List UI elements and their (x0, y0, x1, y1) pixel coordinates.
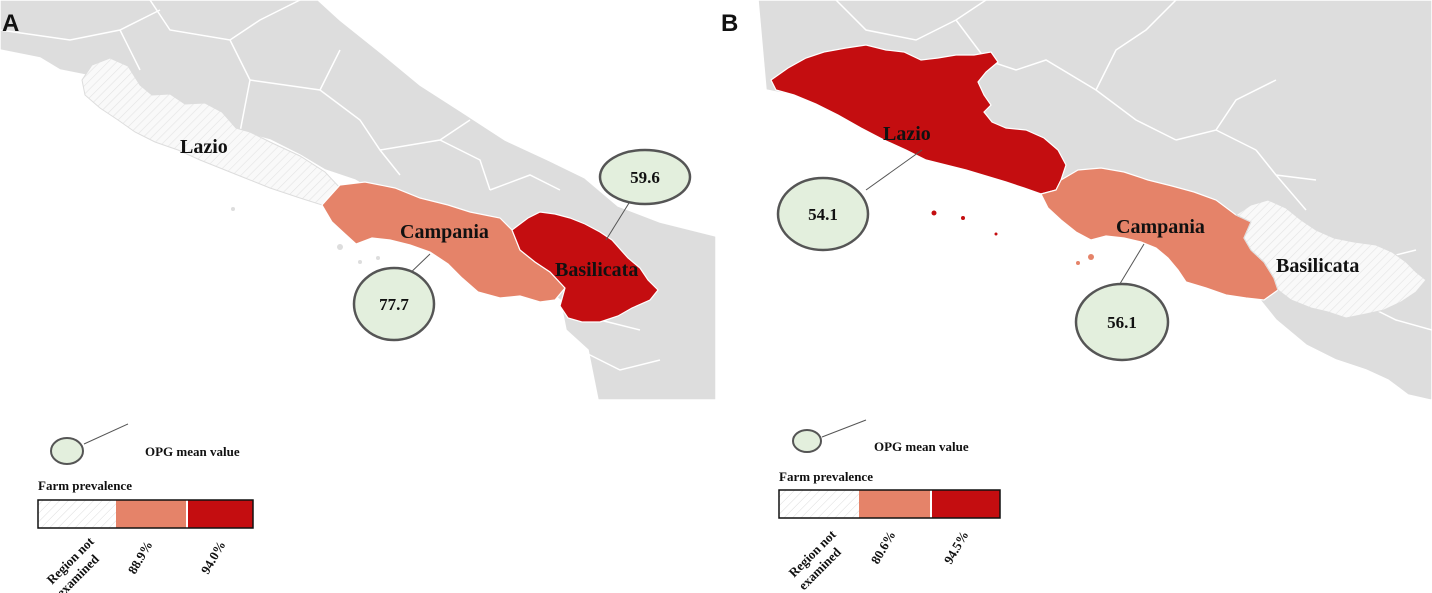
legend-tick-high: 94.0% (198, 538, 229, 576)
panel-b: B (716, 0, 1432, 593)
legend-swatch-not-examined (779, 490, 859, 518)
opg-bubble-basilicata: 59.6 (598, 148, 692, 241)
opg-bubble-campania: 77.7 (352, 253, 436, 342)
legend-tick-medium: 80.6% (868, 528, 899, 566)
panel-letter-a: A (2, 10, 20, 37)
bubble-value: 59.6 (630, 168, 660, 187)
legend-opg-label: OPG mean value (874, 439, 969, 454)
region-campania (321, 181, 566, 303)
bubble-value: 56.1 (1107, 313, 1137, 332)
region-basilicata (1234, 199, 1427, 319)
legend-b: OPG mean value Farm prevalence Region no… (778, 419, 1001, 593)
label-basilicata: Basilicata (555, 259, 638, 281)
legend-farm-label: Farm prevalence (38, 478, 132, 493)
islands (931, 210, 998, 236)
opg-bubble-campania: 56.1 (1074, 243, 1170, 362)
legend-swatch-medium (116, 500, 187, 528)
legend-tick-medium: 88.9% (125, 538, 156, 576)
legend-swatch-not-examined (38, 500, 116, 528)
map-a: Lazio Campania Basilicata 59.6 77.7 OPG … (0, 0, 716, 593)
legend-swatch-medium (859, 490, 931, 518)
region-basilicata (511, 211, 659, 323)
legend-opg-label: OPG mean value (145, 444, 240, 459)
legend-bubble (50, 437, 84, 465)
legend-swatch-high (932, 490, 1000, 518)
region-lazio (770, 44, 1067, 195)
label-basilicata: Basilicata (1276, 255, 1359, 277)
label-lazio: Lazio (180, 136, 228, 158)
panel-a: A (0, 0, 716, 593)
legend-farm-label: Farm prevalence (779, 469, 873, 484)
panel-letter-b: B (721, 10, 739, 37)
legend-tick-high: 94.5% (941, 528, 972, 566)
opg-bubble-lazio: 54.1 (776, 149, 923, 252)
label-lazio: Lazio (883, 123, 931, 145)
legend-a: OPG mean value Farm prevalence Region no… (37, 423, 254, 593)
legend-bubble (792, 429, 822, 453)
map-b: Lazio Campania Basilicata 54.1 56.1 OPG … (757, 0, 1432, 593)
bubble-value: 54.1 (808, 205, 838, 224)
bubble-value: 77.7 (379, 295, 409, 314)
legend-swatch-high (188, 500, 253, 528)
islands (231, 207, 380, 264)
label-campania: Campania (1116, 216, 1205, 238)
label-campania: Campania (400, 221, 489, 243)
